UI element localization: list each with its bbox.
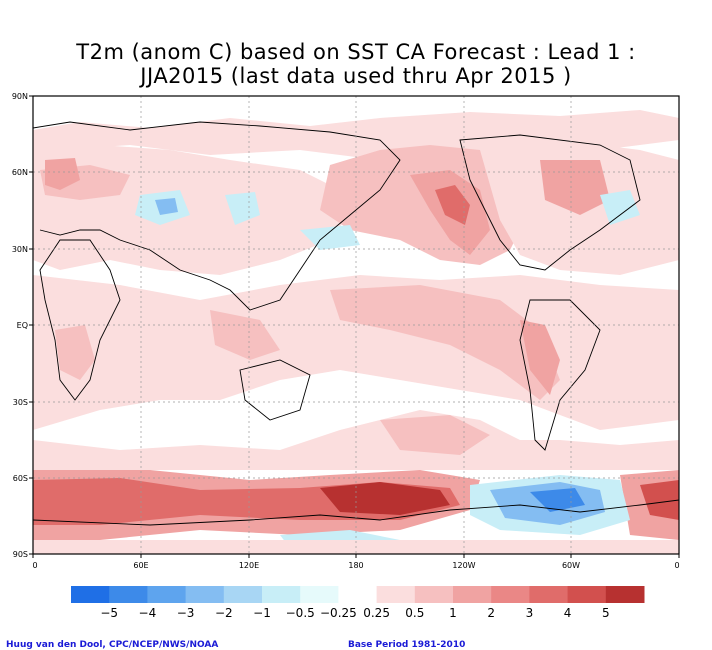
- longitude-ticks: 0 60E 120E 180 120W 60W 0: [32, 561, 679, 570]
- coastlines: [33, 121, 679, 526]
- anomaly-region-w-pacific-cool: [300, 225, 360, 250]
- anomaly-region-ne-pacific-core: [435, 185, 470, 225]
- lat-tick-label: EQ: [17, 321, 28, 330]
- credit-author: Huug van den Dool, CPC/NCEP/NWS/NOAA: [6, 640, 219, 650]
- anomaly-region-asia-cool-core: [155, 198, 178, 215]
- colorbar-swatch: [109, 586, 148, 603]
- lon-tick-label: 0: [674, 561, 679, 570]
- colorbar-swatch: [71, 586, 110, 603]
- colorbar-swatch: [223, 586, 263, 603]
- colorbar-swatch: [147, 586, 187, 603]
- colorbar-swatch: [262, 586, 301, 603]
- anomaly-region-east-pacific: [330, 285, 560, 400]
- lon-tick-label: 120W: [452, 561, 475, 570]
- map-title-line1: T2m (anom C) based on SST CA Forecast : …: [76, 40, 636, 64]
- anomaly-region-tibet-cool: [225, 192, 260, 225]
- colorbar-swatch: [376, 586, 416, 603]
- colorbar-swatch: [414, 586, 454, 603]
- lat-tick-label: 90N: [12, 92, 28, 101]
- colorbar-swatch: [300, 586, 339, 603]
- latitude-ticks: 90N 60N 30N EQ 30S 60S 90S: [12, 92, 28, 559]
- anomaly-region-europe: [45, 158, 80, 190]
- colorbar-label: −2: [215, 606, 233, 620]
- colorbar-label: 5: [602, 606, 610, 620]
- anomaly-region-ross-sea-max: [320, 482, 450, 515]
- colorbar-label: −0.5: [286, 606, 315, 620]
- lat-tick-label: 60N: [12, 168, 28, 177]
- anomaly-region-south-pacific: [33, 410, 679, 470]
- lat-tick-label: 30S: [13, 398, 28, 407]
- colorbar-label: 0.25: [363, 606, 390, 620]
- lon-tick-label: 180: [348, 561, 363, 570]
- colorbar-swatch: [529, 586, 569, 603]
- anomaly-region-indian-ocean: [210, 310, 280, 360]
- colorbar-swatch: [338, 586, 378, 603]
- anomaly-region-peru-coast: [520, 320, 560, 395]
- colorbar-swatch: [567, 586, 607, 603]
- colorbar-legend: −5 −4 −3 −2 −1 −0.5 −0.25 0.25 0.5 1 2 3 4 5: [71, 586, 645, 620]
- lon-tick-label: 60W: [562, 561, 580, 570]
- anomaly-region-canada: [540, 160, 610, 215]
- colorbar-swatch: [491, 586, 530, 603]
- lon-tick-label: 120E: [239, 561, 259, 570]
- lat-tick-label: 90S: [13, 550, 28, 559]
- latitude-tick-marks: [29, 95, 680, 558]
- lat-tick-label: 30N: [12, 245, 28, 254]
- anomaly-region-south-pacific-core: [380, 415, 490, 455]
- anomaly-region-weddell-max: [640, 480, 679, 520]
- colorbar-label: 0.5: [405, 606, 424, 620]
- gridlines: [33, 96, 679, 554]
- colorbar-label: −4: [139, 606, 157, 620]
- lon-tick-label: 60E: [133, 561, 148, 570]
- colorbar-label: −3: [177, 606, 195, 620]
- colorbar-label: 1: [449, 606, 457, 620]
- colorbar-label: 3: [526, 606, 534, 620]
- credit-base-period: Base Period 1981-2010: [348, 640, 466, 650]
- map-title-line2: JJA2015 (last data used thru Apr 2015 ): [140, 64, 572, 88]
- colorbar-label: −0.25: [320, 606, 357, 620]
- lon-tick-label: 0: [32, 561, 37, 570]
- colorbar-label: 4: [564, 606, 572, 620]
- colorbar-swatch: [185, 586, 225, 603]
- colorbar-label: −1: [253, 606, 271, 620]
- anomaly-region-africa: [55, 325, 95, 380]
- colorbar-label: −5: [100, 606, 118, 620]
- anomaly-region-canada-cool: [600, 190, 640, 225]
- lat-tick-label: 60S: [13, 474, 28, 483]
- colorbar-swatch: [453, 586, 492, 603]
- colorbar-label: 2: [487, 606, 495, 620]
- colorbar-swatch: [605, 586, 645, 603]
